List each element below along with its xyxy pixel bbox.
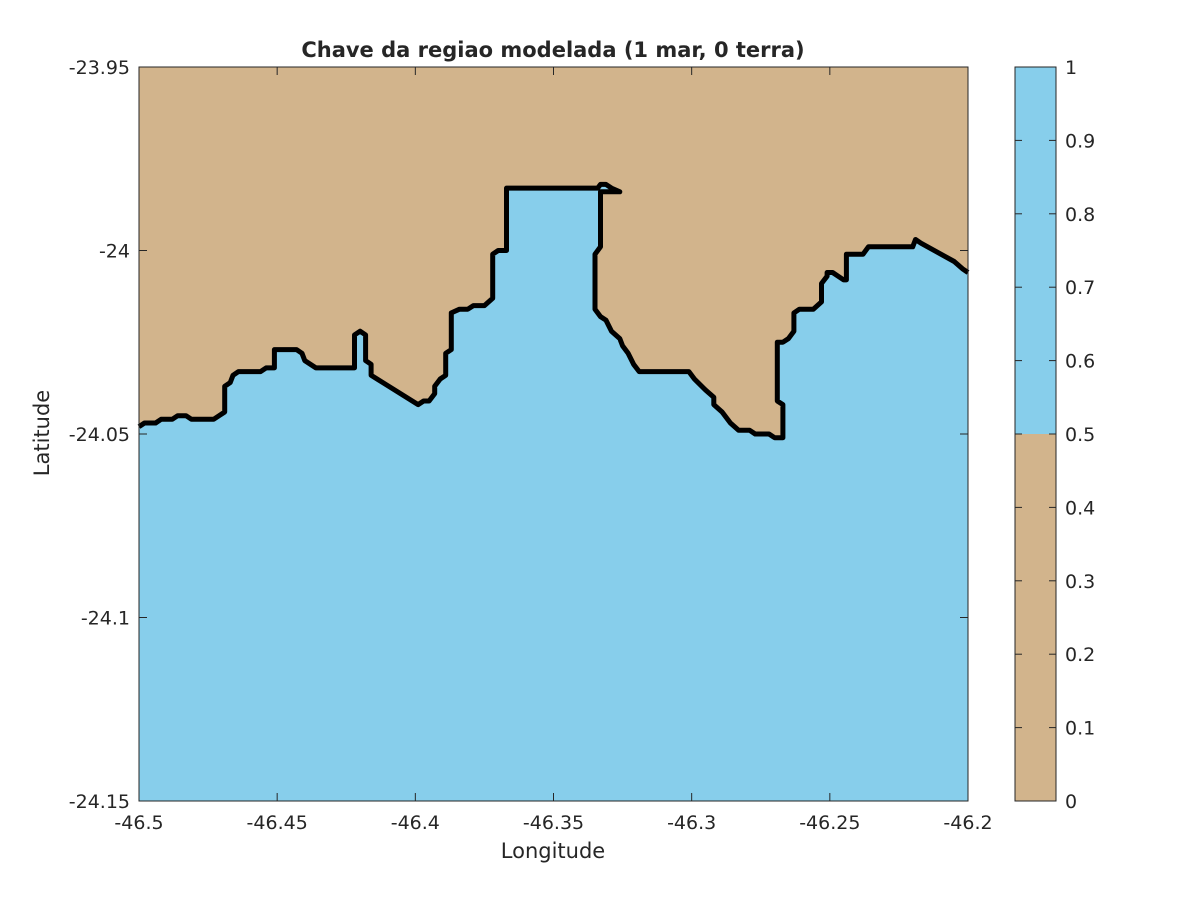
x-axis-label: Longitude — [501, 839, 605, 863]
sea-region — [139, 184, 968, 801]
x-tick-label: -46.4 — [391, 812, 440, 834]
x-tick-label: -46.45 — [247, 812, 308, 834]
colorbar: 0 0.1 0.2 0.3 0.4 0.5 0.6 0.7 0.8 0.9 1 — [1014, 57, 1095, 813]
colorbar-segment — [1015, 67, 1056, 434]
colorbar-tick-label: 0.6 — [1065, 351, 1095, 373]
colorbar-tick-label: 0.2 — [1065, 644, 1095, 666]
colorbar-tick-label: 0 — [1065, 791, 1077, 813]
colorbar-ticks: 0 0.1 0.2 0.3 0.4 0.5 0.6 0.7 0.8 0.9 1 — [1015, 57, 1095, 813]
colorbar-segments — [1015, 67, 1056, 801]
chart-title: Chave da regiao modelada (1 mar, 0 terra… — [301, 38, 804, 62]
colorbar-tick-label: 0.3 — [1065, 571, 1095, 593]
y-tick-label: -24.15 — [69, 791, 130, 813]
x-tick-label: -46.3 — [667, 812, 716, 834]
colorbar-tick-label: 1 — [1065, 57, 1077, 79]
map-axes: -46.5 -46.45 -46.4 -46.35 -46.3 -46.25 -46.2 -… — [69, 57, 993, 834]
x-axis-ticks: -46.5 -46.45 -46.4 -46.35 -46.3 -46.25 -46.2 — [114, 67, 993, 834]
colorbar-tick-label: 0.1 — [1065, 718, 1095, 740]
colorbar-segment — [1015, 434, 1056, 801]
colorbar-tick-label: 0.4 — [1065, 497, 1095, 519]
colorbar-tick-label: 0.7 — [1065, 277, 1095, 299]
y-axis-ticks: -23.95 -24 -24.05 -24.1 -24.15 — [69, 57, 968, 813]
colorbar-tick-label: 0.9 — [1065, 130, 1095, 152]
x-tick-label: -46.2 — [943, 812, 992, 834]
y-tick-label: -24.05 — [69, 424, 130, 446]
x-tick-label: -46.5 — [114, 812, 163, 834]
x-tick-label: -46.35 — [523, 812, 584, 834]
y-tick-label: -23.95 — [69, 57, 130, 79]
colorbar-tick-label: 0.5 — [1065, 424, 1095, 446]
y-tick-label: -24.1 — [81, 608, 130, 630]
coastline — [137, 181, 970, 441]
colorbar-tick-label: 0.8 — [1065, 204, 1095, 226]
x-tick-label: -46.25 — [799, 812, 860, 834]
y-tick-label: -24 — [99, 241, 130, 263]
y-axis-label: Latitude — [30, 390, 54, 476]
